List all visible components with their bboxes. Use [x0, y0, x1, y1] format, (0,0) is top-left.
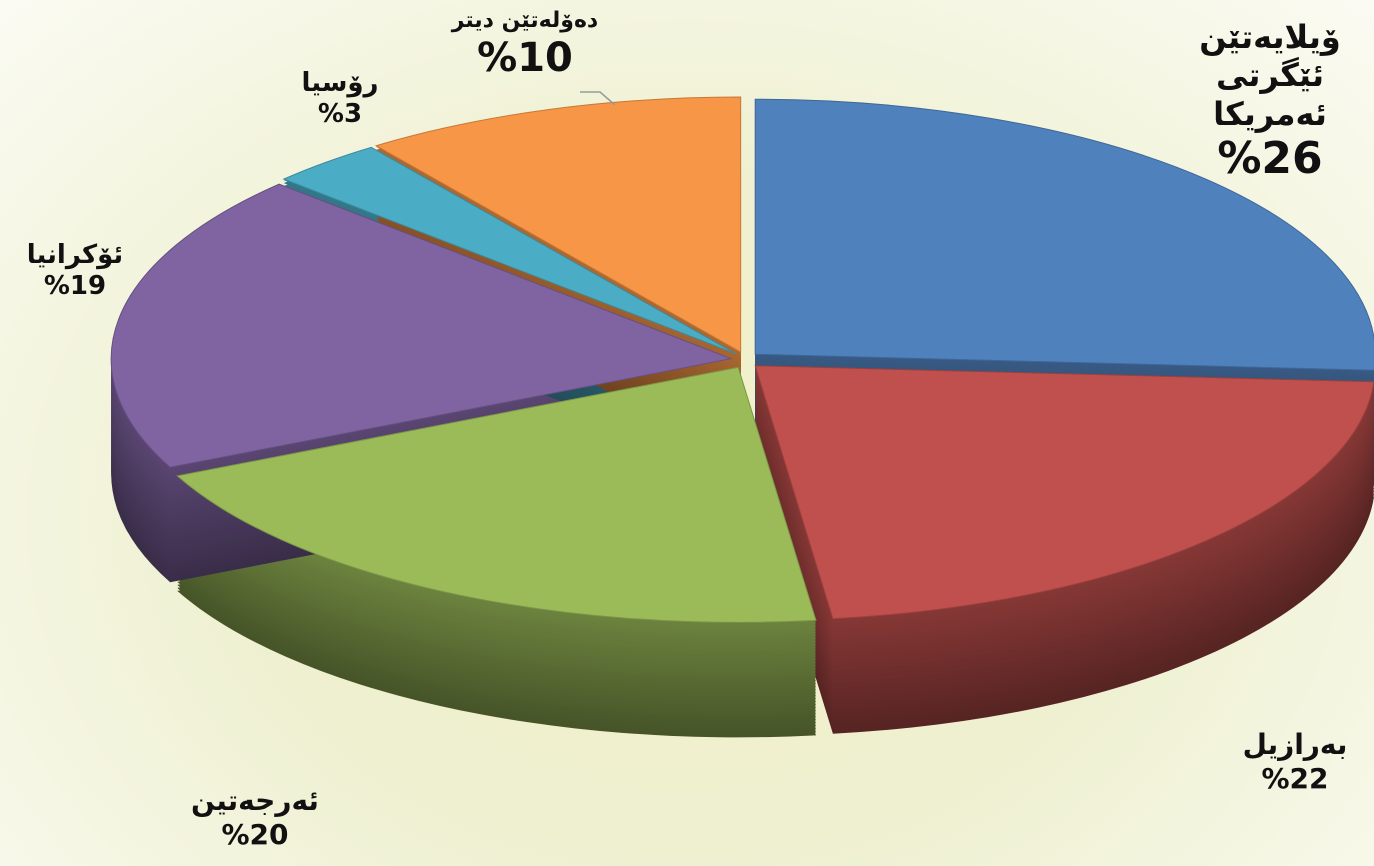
category-label: بەرازیل [1215, 728, 1374, 762]
value-label: %20 [155, 818, 355, 852]
value-label: %19 [0, 271, 150, 302]
category-label: ۆیلایەتێن ئێگرتی ئەمریکا [1175, 18, 1365, 133]
category-label: ئەرجەتین [155, 784, 355, 818]
value-label: %3 [270, 99, 410, 130]
value-label: %22 [1215, 762, 1374, 796]
slice-label: دەۆلەتێن دیتر%10 [405, 8, 645, 82]
slice-label: ئەرجەتین%20 [155, 784, 355, 851]
category-label: دەۆلەتێن دیتر [405, 8, 645, 34]
value-label: %10 [405, 34, 645, 82]
slice-label: رۆسیا%3 [270, 68, 410, 130]
slice-label: بەرازیل%22 [1215, 728, 1374, 795]
pie-canvas [0, 0, 1374, 866]
slice-label: ۆیلایەتێن ئێگرتی ئەمریکا%26 [1175, 18, 1365, 186]
chart: ۆیلایەتێن ئێگرتی ئەمریکا%26 بەرازیل%22 ئەر… [0, 0, 1374, 866]
category-label: رۆسیا [270, 68, 410, 99]
value-label: %26 [1175, 133, 1365, 186]
slice-label: ئۆکرانیا%19 [0, 240, 150, 302]
category-label: ئۆکرانیا [0, 240, 150, 271]
